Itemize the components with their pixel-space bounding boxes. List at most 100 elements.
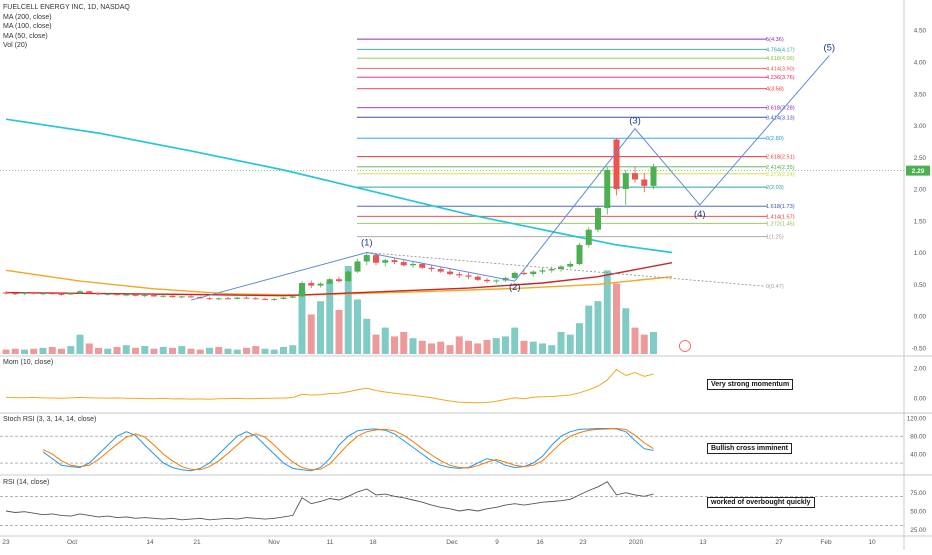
candle-body [289,296,296,298]
volume-bar [224,348,232,354]
candle-body [465,275,472,277]
volume-marker-icon [679,340,691,352]
x-tick-label-5: 11 [327,539,334,546]
volume-bar [307,314,315,354]
candle-body [391,260,398,263]
candle-body [493,280,500,282]
volume-bar [613,283,620,354]
candle-body [160,295,167,297]
volume-bar [113,346,121,354]
volume-bar [650,332,657,354]
x-tick-label-0: 23 [2,539,10,546]
volume-bar [141,346,149,354]
volume-bar [317,301,324,354]
candle-body [206,298,213,300]
candle-body [632,173,638,180]
candle-body [650,166,657,186]
rsi-tick-label-0: 25.00 [910,527,926,534]
rsi-tick-label-1: 50.00 [910,509,926,516]
candle-body [58,293,65,295]
volume-bar [261,348,269,354]
volume-bar [67,346,75,354]
volume-bar [446,345,454,354]
chart-legend: FUELCELL ENERGY INC, 1D, NASDAQ MA (200,… [3,3,130,51]
stoch-line-1 [42,427,654,471]
volume-bar [196,349,204,354]
mom-tick-label-1: 2.00 [914,366,927,373]
fib-label-15: 1.272(1.46) [766,221,795,227]
x-tick-label-10: 23 [579,539,587,546]
candle-body [123,294,130,296]
ma100-line [5,262,673,297]
candle-body [178,296,185,298]
candle-body [447,271,453,275]
candle-body [484,279,490,282]
x-tick-label-8: 9 [495,539,499,546]
candle-body [354,261,361,272]
candle-body [567,263,574,267]
momentum-line [5,368,654,404]
rsi-tick-label-2: 75.00 [910,490,926,497]
y-tick-label-1: 0.00 [914,314,927,321]
candle-body [410,263,416,266]
x-tick-label-6: 18 [369,539,377,546]
volume-bar [159,346,167,354]
candle-body [114,293,120,296]
moving-averages [5,118,673,297]
candle-body [151,295,157,297]
elliott-wave-path [190,55,830,301]
volume-bar [548,345,556,354]
candle-body [428,267,435,270]
candle-body [271,298,278,300]
volume-bar [363,318,371,354]
volume-bar [122,345,130,354]
x-tick-label-2: 14 [146,539,154,546]
candle-body [539,270,546,272]
grid-lines [0,170,932,537]
volume-bar [178,346,186,354]
y-tick-label-4: 1.50 [914,218,927,225]
volume-bar [603,270,611,354]
x-tick-label-1: Oct [67,539,77,546]
candle-body [104,293,111,295]
volume-bar [631,327,639,354]
legend-ma100: MA (100, close) [3,23,52,31]
wave-label-3: (4) [694,209,706,220]
candle-body [585,229,592,245]
fib-label-3: 4.414(3.90) [766,66,795,72]
candle-body [21,292,28,294]
volume-bar [566,334,574,354]
candle-body [474,276,481,280]
volume-bar [335,310,343,354]
candlesticks [3,138,657,301]
legend-vol: Vol (20) [3,42,28,50]
last-price-label: 2.29 [912,168,925,175]
candle-body [308,283,315,286]
fibonacci-levels: 5(4.36) 4.764(4.17) 4.618(4.06) 4.414(3.90)… [357,37,795,290]
x-tick-label-7: Dec [446,539,458,546]
candle-body [317,283,324,286]
y-tick-label-2: 0.50 [914,282,927,289]
candle-body [141,295,148,297]
volume-bar [409,338,417,354]
trendline [366,252,765,287]
candle-body [67,293,74,295]
x-tick-label-14: Feb [820,539,832,546]
volume-bars [2,266,691,354]
fib-label-12: 2(2.03) [766,185,784,191]
volume-bar [76,334,84,354]
volume-bar [511,327,519,354]
volume-bar [30,348,38,354]
legend-title: FUELCELL ENERGY INC, 1D, NASDAQ [3,4,130,11]
candle-body [252,298,259,300]
volume-bar [594,301,602,354]
candle-body [77,291,83,294]
stoch-tick-label-0: 40.00 [910,452,926,459]
volume-bar [85,343,93,354]
candle-body [234,297,241,299]
ma200-line [5,118,673,254]
volume-bar [428,343,435,354]
candle-body [40,293,46,295]
